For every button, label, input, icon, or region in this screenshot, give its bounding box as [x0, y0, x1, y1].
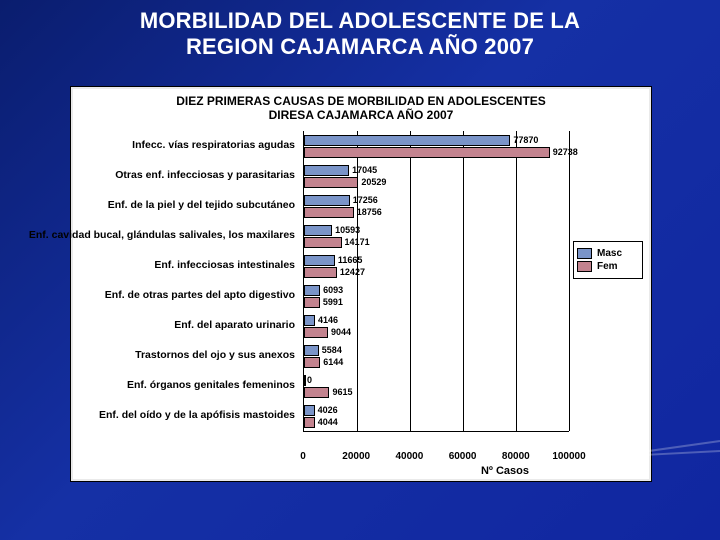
x-tick-label: 0 [300, 451, 306, 462]
gridline [410, 131, 411, 431]
bar-masc-value: 4146 [318, 316, 338, 325]
x-tick-label: 40000 [395, 451, 423, 462]
bar-fem-value: 9615 [332, 388, 352, 397]
bar-fem [304, 327, 328, 338]
category-label: Enf. órganos genitales femeninos [127, 380, 295, 391]
bar-masc-value: 17256 [353, 196, 378, 205]
legend-label: Masc [597, 248, 622, 259]
slide-title-line2: REGION CAJAMARCA AÑO 2007 [0, 34, 720, 60]
chart-title-line2: DIRESA CAJAMARCA AÑO 2007 [81, 109, 641, 123]
chart-title: DIEZ PRIMERAS CAUSAS DE MORBILIDAD EN AD… [73, 89, 649, 125]
legend-swatch [577, 248, 592, 259]
bar-masc [304, 345, 319, 356]
bar-fem-value: 9044 [331, 328, 351, 337]
bar-fem [304, 357, 320, 368]
bar-masc [304, 285, 320, 296]
bar-fem-value: 4044 [318, 418, 338, 427]
category-label: Enf. infecciosas intestinales [154, 260, 295, 271]
bar-masc-value: 6093 [323, 286, 343, 295]
bar-masc [304, 165, 349, 176]
x-axis-ticks: 020000400006000080000100000 [303, 449, 569, 465]
category-label: Otras enf. infecciosas y parasitarias [115, 170, 295, 181]
x-tick-label: 60000 [449, 451, 477, 462]
category-label: Enf. cavidad bucal, glándulas salivales,… [29, 230, 295, 241]
category-label: Enf. de otras partes del apto digestivo [105, 290, 295, 301]
bar-masc [304, 315, 315, 326]
chart-title-line1: DIEZ PRIMERAS CAUSAS DE MORBILIDAD EN AD… [81, 95, 641, 109]
bar-fem [304, 267, 337, 278]
slide: MORBILIDAD DEL ADOLESCENTE DE LA REGION … [0, 0, 720, 540]
bar-masc-value: 11665 [338, 256, 363, 265]
x-tick-label: 100000 [552, 451, 585, 462]
bar-fem [304, 207, 354, 218]
bar-fem [304, 417, 315, 428]
bar-fem [304, 147, 550, 158]
chart-inner: DIEZ PRIMERAS CAUSAS DE MORBILIDAD EN AD… [73, 89, 649, 479]
plot-area: 7787092738170452052917256187561059314171… [303, 131, 569, 432]
plot-wrap: Infecc. vías respiratorias agudas Otras e… [73, 131, 649, 449]
chart-panel: DIEZ PRIMERAS CAUSAS DE MORBILIDAD EN AD… [70, 86, 652, 482]
category-label: Enf. del aparato urinario [174, 320, 295, 331]
bar-fem-value: 5991 [323, 298, 343, 307]
x-tick-label: 20000 [342, 451, 370, 462]
bar-fem [304, 177, 358, 188]
legend: Masc Fem [573, 241, 643, 279]
bar-masc [304, 195, 350, 206]
bar-fem-value: 18756 [357, 208, 382, 217]
bar-masc [304, 225, 332, 236]
bar-masc [304, 135, 510, 146]
bar-fem-value: 92738 [553, 148, 578, 157]
gridline [569, 131, 570, 431]
category-label: Infecc. vías respiratorias agudas [132, 140, 295, 151]
gridline [516, 131, 517, 431]
bar-masc-value: 5584 [322, 346, 342, 355]
slide-title: MORBILIDAD DEL ADOLESCENTE DE LA REGION … [0, 8, 720, 61]
bar-masc-value: 77870 [513, 136, 538, 145]
bar-fem-value: 20529 [361, 178, 386, 187]
category-label: Trastornos del ojo y sus anexos [135, 350, 295, 361]
legend-label: Fem [597, 261, 618, 272]
slide-title-line1: MORBILIDAD DEL ADOLESCENTE DE LA [0, 8, 720, 34]
legend-item: Fem [577, 261, 639, 272]
bar-fem [304, 297, 320, 308]
bar-fem-value: 14171 [345, 238, 370, 247]
bar-masc-value: 10593 [335, 226, 360, 235]
legend-swatch [577, 261, 592, 272]
legend-item: Masc [577, 248, 639, 259]
x-axis-title: Nº Casos [481, 465, 529, 477]
bar-masc [304, 405, 315, 416]
category-label: Enf. de la piel y del tejido subcutáneo [108, 200, 295, 211]
bar-masc [304, 255, 335, 266]
bar-masc-value: 17045 [352, 166, 377, 175]
bar-masc-value: 4026 [318, 406, 338, 415]
bar-fem [304, 387, 329, 398]
bar-fem-value: 6144 [323, 358, 343, 367]
bar-masc-value: 0 [307, 376, 312, 385]
gridline [463, 131, 464, 431]
category-label: Enf. del oído y de la apófisis mastoides [99, 410, 295, 421]
x-tick-label: 80000 [502, 451, 530, 462]
bar-masc [304, 375, 306, 386]
category-labels: Infecc. vías respiratorias agudas Otras e… [73, 131, 299, 431]
bar-fem-value: 12427 [340, 268, 365, 277]
bar-fem [304, 237, 342, 248]
